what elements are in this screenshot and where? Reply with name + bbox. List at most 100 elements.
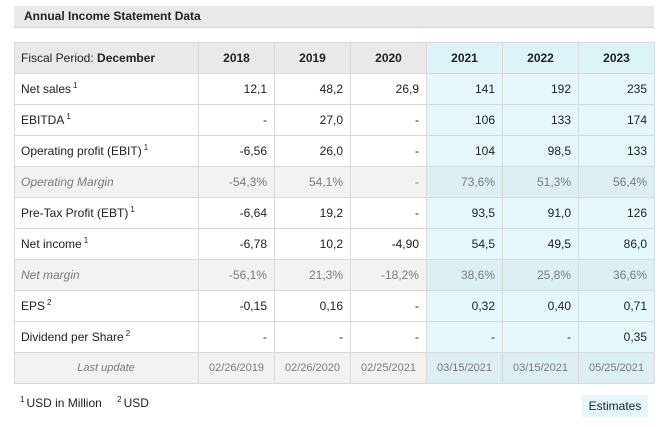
row-label: Operating Margin bbox=[14, 166, 199, 198]
year-header-5: 2023 bbox=[578, 42, 655, 74]
value-cell: 05/25/2021 bbox=[578, 352, 655, 384]
table-row: Last update 02/26/2019 02/26/2020 02/25/202… bbox=[14, 352, 655, 384]
value-cell: 91,0 bbox=[502, 197, 579, 229]
value-cell: -6,56 bbox=[198, 135, 275, 167]
value-cell: 0,40 bbox=[502, 290, 579, 322]
row-label: Net margin bbox=[14, 259, 199, 291]
value-cell: - bbox=[350, 321, 427, 353]
value-cell: -56,1% bbox=[198, 259, 275, 291]
table-row: Operating profit (EBIT) 1 -6,56 26,0-104 98,… bbox=[14, 135, 655, 167]
value-cell: 126 bbox=[578, 197, 655, 229]
row-label: EPS 2 bbox=[14, 290, 199, 322]
row-label: Net sales 1 bbox=[14, 73, 199, 105]
year-header-1: 2019 bbox=[274, 42, 351, 74]
value-cell: 02/26/2020 bbox=[274, 352, 351, 384]
income-statement-panel: Annual Income Statement Data Fiscal Peri… bbox=[14, 6, 655, 384]
value-cell: 03/15/2021 bbox=[426, 352, 503, 384]
value-cell: 235 bbox=[578, 73, 655, 105]
value-cell: 73,6% bbox=[426, 166, 503, 198]
value-cell: 26,9 bbox=[350, 73, 427, 105]
value-cell: -0,15 bbox=[198, 290, 275, 322]
footnote-marker: 1 bbox=[130, 205, 135, 214]
value-cell: 48,2 bbox=[274, 73, 351, 105]
value-cell: 26,0 bbox=[274, 135, 351, 167]
value-cell: 86,0 bbox=[578, 228, 655, 260]
value-cell: 12,1 bbox=[198, 73, 275, 105]
value-cell: - bbox=[198, 104, 275, 136]
footnote-marker: 1 bbox=[66, 112, 71, 121]
footnote-marker: 1 bbox=[83, 236, 89, 245]
value-cell: 02/26/2019 bbox=[198, 352, 275, 384]
value-cell: -6,64 bbox=[198, 197, 275, 229]
income-statement-table: Fiscal Period: December 2018 2019 2020 2021… bbox=[14, 42, 655, 384]
table-row: Net margin -56,1% 21,3% -18,2% 38,6% 25,8% 36,… bbox=[14, 259, 655, 291]
fiscal-period-header: Fiscal Period: December bbox=[14, 42, 199, 74]
value-cell: - bbox=[350, 197, 427, 229]
footnote-1: 1 USD in Million bbox=[20, 395, 102, 411]
value-cell: - bbox=[426, 321, 503, 353]
value-cell: 56,4% bbox=[578, 166, 655, 198]
value-cell: 93,5 bbox=[426, 197, 503, 229]
footnote-marker: 2 bbox=[47, 298, 52, 307]
value-cell: - bbox=[350, 135, 427, 167]
table-row: Operating Margin -54,3% 54,1% -73,6% 51,3% 56… bbox=[14, 166, 655, 198]
table-header-row: Fiscal Period: December 2018 2019 2020 2021… bbox=[14, 42, 655, 74]
table-row: Net income 1 -6,78 10,2 -4,90 54,5 49,5 86,0 bbox=[14, 228, 655, 260]
value-cell: -4,90 bbox=[350, 228, 427, 260]
value-cell: 36,6% bbox=[578, 259, 655, 291]
value-cell: 03/15/2021 bbox=[502, 352, 579, 384]
value-cell: - bbox=[350, 166, 427, 198]
table-row: EPS 2 -0,15 0,16-0,32 0,40 0,71 bbox=[14, 290, 655, 322]
row-label: EBITDA 1 bbox=[14, 104, 199, 136]
estimates-button[interactable]: Estimates bbox=[582, 395, 648, 417]
value-cell: -6,78 bbox=[198, 228, 275, 260]
value-cell: -18,2% bbox=[350, 259, 427, 291]
footnote-marker: 2 bbox=[125, 329, 131, 338]
value-cell: 10,2 bbox=[274, 228, 351, 260]
year-header-3: 2021 bbox=[426, 42, 503, 74]
value-cell: 98,5 bbox=[502, 135, 579, 167]
value-cell: - bbox=[350, 290, 427, 322]
value-cell: 54,1% bbox=[274, 166, 351, 198]
value-cell: 38,6% bbox=[426, 259, 503, 291]
value-cell: 49,5 bbox=[502, 228, 579, 260]
value-cell: 21,3% bbox=[274, 259, 351, 291]
footnotes: 1 USD in Million 2 USD bbox=[20, 395, 161, 411]
value-cell: 174 bbox=[578, 104, 655, 136]
value-cell: 133 bbox=[578, 135, 655, 167]
value-cell: 19,2 bbox=[274, 197, 351, 229]
year-header-2: 2020 bbox=[350, 42, 427, 74]
value-cell: 133 bbox=[502, 104, 579, 136]
row-label: Net income 1 bbox=[14, 228, 199, 260]
table-row: Net sales 1 12,1 48,2 26,9 141 192 235 bbox=[14, 73, 655, 105]
row-label: Dividend per Share 2 bbox=[14, 321, 199, 353]
row-label: Operating profit (EBIT) 1 bbox=[14, 135, 199, 167]
value-cell: 54,5 bbox=[426, 228, 503, 260]
value-cell: - bbox=[502, 321, 579, 353]
value-cell: 0,35 bbox=[578, 321, 655, 353]
table-row: Pre-Tax Profit (EBT) 1 -6,64 19,2-93,5 91,0 1… bbox=[14, 197, 655, 229]
footnote-marker: 1 bbox=[73, 81, 78, 90]
table-row: EBITDA 1-27,0-106 133 174 bbox=[14, 104, 655, 136]
footnote-2: 2 USD bbox=[117, 395, 149, 411]
year-header-4: 2022 bbox=[502, 42, 579, 74]
year-header-0: 2018 bbox=[198, 42, 275, 74]
value-cell: - bbox=[350, 104, 427, 136]
value-cell: - bbox=[198, 321, 275, 353]
value-cell: -54,3% bbox=[198, 166, 275, 198]
panel-title: Annual Income Statement Data bbox=[14, 6, 654, 28]
value-cell: 104 bbox=[426, 135, 503, 167]
fiscal-period-label: Fiscal Period: bbox=[21, 51, 98, 65]
row-label: Last update bbox=[14, 352, 199, 384]
value-cell: 02/25/2021 bbox=[350, 352, 427, 384]
value-cell: 0,32 bbox=[426, 290, 503, 322]
value-cell: 27,0 bbox=[274, 104, 351, 136]
table-row: Dividend per Share 2- - - - -0,35 bbox=[14, 321, 655, 353]
fiscal-period-value: December bbox=[97, 51, 156, 65]
value-cell: 141 bbox=[426, 73, 503, 105]
value-cell: - bbox=[274, 321, 351, 353]
value-cell: 51,3% bbox=[502, 166, 579, 198]
value-cell: 106 bbox=[426, 104, 503, 136]
value-cell: 25,8% bbox=[502, 259, 579, 291]
footnote-marker: 1 bbox=[143, 143, 149, 152]
